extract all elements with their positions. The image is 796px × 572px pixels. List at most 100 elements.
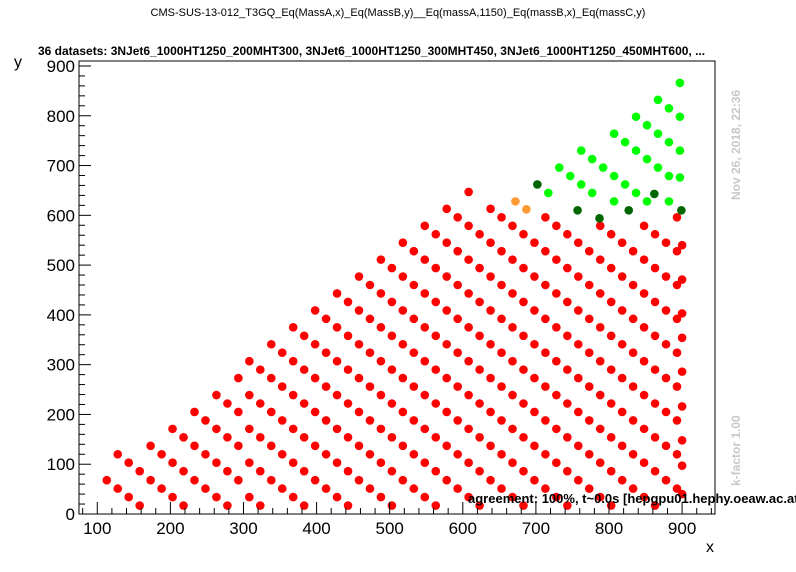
data-point-red	[365, 449, 375, 459]
data-point-red	[541, 416, 550, 425]
data-point-red	[584, 314, 594, 324]
data-point-red	[387, 365, 397, 374]
data-point-red	[464, 424, 473, 434]
data-point-red	[420, 255, 430, 264]
x-tick-label: 700	[522, 519, 550, 538]
data-point-red	[420, 458, 430, 468]
data-point-red	[650, 297, 660, 307]
data-point-red	[519, 466, 528, 476]
data-point-red	[508, 492, 517, 502]
data-point-red	[277, 416, 287, 425]
data-point-red	[530, 272, 539, 281]
data-point-red	[617, 238, 627, 247]
data-point-red	[519, 433, 528, 442]
y-axis-label: y	[14, 54, 22, 71]
data-point-red	[288, 356, 298, 366]
data-point-red	[486, 238, 495, 247]
data-point-red	[288, 458, 298, 468]
x-tick-label: 200	[156, 519, 184, 538]
data-point-red	[573, 272, 583, 281]
data-point-red	[628, 348, 638, 358]
data-point-red	[628, 246, 638, 256]
data-point-red	[453, 246, 462, 256]
data-point-red	[387, 466, 397, 476]
data-point-red	[530, 373, 539, 383]
data-point-red	[332, 323, 342, 332]
data-point-red	[409, 449, 419, 459]
data-point-red	[190, 441, 199, 451]
data-point-red	[376, 323, 386, 332]
data-point-red	[677, 275, 687, 284]
y-tick-label: 200	[47, 405, 75, 424]
data-point-red	[113, 484, 123, 493]
data-point-red	[343, 501, 353, 510]
data-point-red	[672, 314, 682, 324]
data-point-red	[497, 348, 506, 358]
data-point-red	[563, 365, 572, 374]
data-point-red	[650, 263, 660, 273]
data-point-red	[497, 382, 506, 391]
data-point-red	[497, 416, 506, 425]
data-point-red	[453, 348, 462, 358]
data-point-red	[584, 484, 594, 493]
data-point-red	[409, 348, 419, 358]
data-point-green	[631, 146, 641, 155]
data-point-red	[365, 416, 375, 425]
data-point-red	[628, 280, 638, 290]
data-point-red	[409, 484, 419, 493]
data-point-red	[541, 213, 550, 222]
x-tick-label: 600	[449, 519, 477, 538]
data-point-red	[398, 272, 408, 281]
data-point-red	[179, 466, 188, 476]
data-point-red	[650, 399, 660, 408]
data-point-red	[573, 441, 583, 451]
data-point-red	[628, 382, 638, 391]
data-point-red	[475, 365, 484, 374]
data-point-red	[223, 501, 232, 510]
data-point-red	[661, 407, 671, 417]
x-tick-label: 500	[376, 519, 404, 538]
data-point-red	[277, 348, 287, 358]
data-point-red	[508, 424, 517, 434]
data-point-green	[587, 154, 597, 164]
data-point-red	[584, 348, 594, 358]
data-point-red	[376, 356, 386, 366]
data-point-red	[190, 407, 199, 417]
data-point-red	[453, 484, 462, 493]
data-point-red	[606, 433, 616, 442]
data-point-red	[234, 407, 243, 417]
data-point-red	[420, 390, 430, 400]
data-point-green	[565, 171, 575, 181]
data-point-red	[677, 240, 687, 250]
data-point-red	[508, 221, 517, 231]
data-point-red	[321, 314, 331, 324]
data-point-red	[464, 492, 473, 502]
data-point-darkgreen	[533, 180, 542, 189]
data-point-red	[650, 331, 660, 341]
data-point-green	[675, 146, 685, 155]
data-point-red	[552, 255, 561, 264]
data-point-red	[168, 492, 177, 502]
data-point-red	[639, 323, 649, 332]
data-point-red	[486, 441, 495, 451]
data-point-red	[573, 306, 583, 315]
data-point-red	[639, 289, 649, 298]
data-point-red	[135, 501, 144, 510]
data-point-red	[113, 449, 123, 459]
data-point-red	[398, 475, 408, 485]
y-tick-label: 300	[47, 356, 75, 375]
data-point-green	[675, 112, 685, 122]
data-point-red	[552, 323, 561, 332]
data-point-red	[431, 331, 441, 341]
data-point-red	[650, 501, 660, 510]
data-point-red	[573, 238, 583, 247]
data-point-red	[321, 449, 331, 459]
data-point-red	[628, 484, 638, 493]
data-point-red	[672, 348, 682, 358]
data-point-red	[453, 449, 462, 459]
data-point-red	[310, 339, 320, 349]
data-point-red	[255, 365, 265, 374]
data-point-green	[576, 146, 586, 155]
data-point-red	[497, 213, 506, 222]
data-point-red	[508, 390, 517, 400]
